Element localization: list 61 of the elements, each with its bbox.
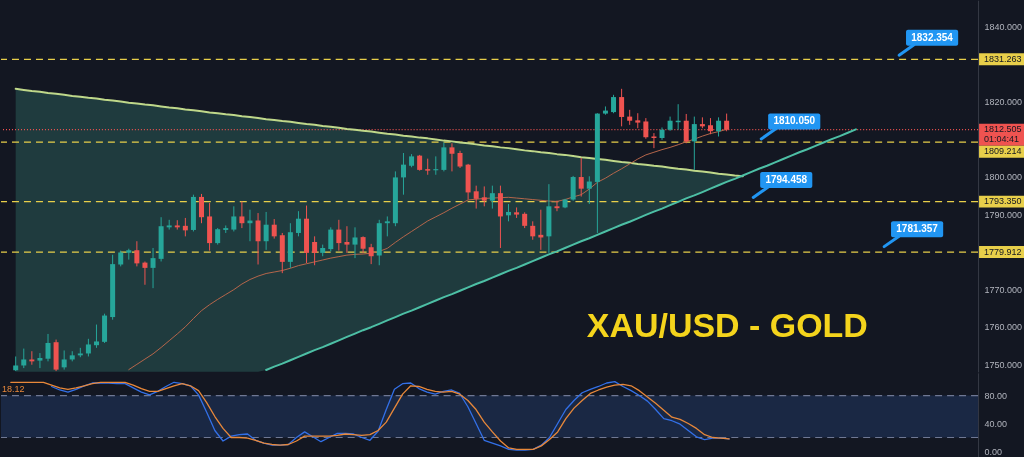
y-tick-label: 0.00	[984, 446, 1003, 457]
candlestick	[716, 116, 722, 137]
candlestick	[21, 348, 27, 369]
ref-line-label: 1831.263	[984, 53, 1022, 64]
line-series	[14, 87, 744, 178]
candlestick	[312, 235, 318, 266]
candlestick	[45, 333, 51, 362]
ref-line-label: 1793.350	[984, 196, 1022, 207]
text: XAU/USD - GOLD	[586, 305, 868, 344]
y-tick-label: 40.00	[984, 419, 1008, 430]
candlestick	[449, 142, 455, 172]
candlestick	[586, 175, 592, 205]
candlestick	[93, 324, 99, 349]
annotation: 1794.458	[765, 173, 808, 185]
candlestick	[37, 352, 43, 369]
candlestick	[619, 88, 625, 127]
y-tick-label: 1770.000	[984, 284, 1023, 295]
candlestick	[255, 212, 261, 265]
candlestick	[336, 219, 342, 252]
candlestick	[651, 132, 657, 149]
candlestick	[61, 349, 67, 371]
candlestick	[231, 205, 237, 232]
y-tick-label: 1760.000	[984, 322, 1023, 333]
candlestick	[328, 226, 334, 252]
candlestick	[344, 225, 350, 254]
y-tick-label: 80.00	[984, 391, 1008, 402]
ref-line-label: 1809.214	[984, 146, 1022, 157]
candlestick	[295, 210, 301, 237]
candlestick	[400, 152, 406, 196]
y-tick-label: 1790.000	[984, 209, 1023, 220]
annotation: 18.12	[2, 383, 25, 394]
candlestick	[199, 193, 204, 224]
candlestick	[554, 200, 560, 212]
candlestick	[142, 261, 148, 286]
candlestick	[578, 157, 584, 198]
candlestick	[530, 220, 536, 241]
candlestick	[441, 142, 447, 172]
y-tick-label: 1750.000	[984, 359, 1023, 370]
candlestick	[481, 185, 487, 207]
candlestick	[368, 243, 374, 265]
candlestick	[239, 200, 245, 229]
candlestick	[611, 94, 617, 114]
y-tick-label: 1840.000	[984, 22, 1023, 32]
ref-line-label: 1779.912	[984, 246, 1022, 257]
ref-line-label: 1812.505 01:04:41	[984, 124, 1022, 145]
annotation: 1832.354	[911, 31, 954, 43]
candlestick	[271, 218, 277, 240]
annotation: 1781.357	[896, 223, 939, 235]
candlestick	[150, 247, 156, 289]
annotation: 1810.050	[773, 115, 816, 127]
candlestick	[134, 240, 140, 267]
candlestick	[352, 226, 358, 259]
candlestick	[497, 185, 503, 249]
y-tick-label: 1800.000	[984, 172, 1023, 183]
y-tick-label: 1820.000	[984, 97, 1023, 108]
candlestick	[570, 175, 576, 202]
candlestick	[691, 116, 697, 171]
candlestick	[384, 215, 390, 237]
candlestick	[489, 185, 495, 210]
candlestick	[473, 185, 479, 210]
candlestick	[263, 211, 269, 251]
